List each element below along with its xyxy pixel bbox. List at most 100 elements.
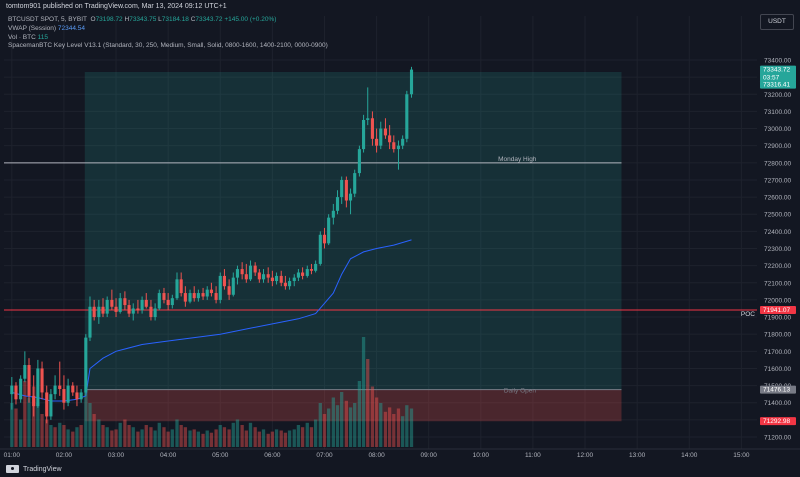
volume-bar (105, 427, 109, 447)
candle-body (40, 368, 44, 393)
volume-bar (101, 425, 105, 447)
candle-body (205, 289, 209, 297)
volume-bar (274, 429, 279, 447)
volume-bar (253, 427, 257, 447)
candle-body (235, 269, 240, 278)
candle-body (248, 265, 253, 280)
candle-body (188, 293, 192, 302)
time-tick-label: 05:00 (212, 452, 229, 459)
last-price-label-bg (760, 65, 796, 82)
candle-body (58, 385, 62, 390)
candle-body (127, 305, 131, 314)
candle-body (118, 298, 122, 312)
candle-body (123, 298, 127, 306)
candle-body (92, 306, 96, 318)
symbol-name: BTCUSDT SPOT, 5, BYBIT (8, 16, 87, 23)
volume-bar (227, 429, 231, 447)
candle-body (149, 306, 153, 318)
candle-body (396, 145, 401, 150)
candle-body (296, 272, 300, 278)
candle-body (314, 263, 318, 271)
candle-body (292, 277, 296, 282)
volume-legend[interactable]: Vol · BTC 115 (8, 34, 48, 41)
volume-bar (231, 422, 235, 447)
high-value: 73343.75 (129, 16, 157, 23)
price-tick-label: 72600.00 (764, 195, 791, 202)
candle-body (305, 269, 309, 276)
vwap-path (11, 239, 412, 402)
volume-bar (58, 422, 62, 447)
volume-bar (71, 431, 75, 447)
volume-bar (118, 422, 122, 447)
volume-bar (331, 397, 335, 447)
volume-bar (248, 422, 253, 447)
currency-button[interactable]: USDT (760, 14, 794, 30)
volume-bar (318, 403, 322, 447)
volume-bar (261, 429, 266, 447)
volume-bar (192, 429, 196, 447)
candle-body (157, 293, 161, 309)
candle-body (257, 272, 261, 280)
price-tick-label: 73100.00 (764, 109, 791, 116)
chart-grid (4, 16, 757, 449)
candle-body (222, 275, 226, 287)
candle-body (153, 308, 157, 318)
candle-body (327, 217, 331, 244)
volume-bar (392, 414, 396, 447)
volume-bar (327, 408, 331, 447)
session-high-label-text: 73316.41 (763, 82, 790, 89)
candle-body (405, 94, 409, 139)
vwap-legend[interactable]: VWAP (Session) 72344.54 (8, 25, 85, 32)
volume-bar (92, 414, 96, 447)
price-tick-label: 73000.00 (764, 126, 791, 133)
volume-bar (240, 425, 244, 447)
volume-bar (257, 431, 261, 447)
change-value: +145.00 (+0.20%) (224, 16, 277, 23)
volume-bar (266, 433, 270, 447)
open-value: 73198.72 (95, 16, 123, 23)
candle-body (301, 272, 305, 276)
candle-body (36, 368, 40, 407)
time-tick-label: 07:00 (316, 452, 333, 459)
volume-bar (396, 408, 401, 447)
volume-value: 115 (37, 34, 48, 41)
volume-bar (287, 430, 292, 447)
indicator-legend[interactable]: SpacemanBTC Key Level V13.1 (Standard, 3… (8, 42, 328, 49)
candle-body (105, 299, 109, 314)
candle-body (218, 275, 222, 300)
low-price-label-bg (760, 417, 796, 426)
daily-open-price-label-bg (760, 385, 796, 394)
price-axis: 73400.0073300.0073200.0073100.0073000.00… (764, 57, 791, 441)
volume-bar (62, 425, 66, 447)
candle-body (279, 275, 283, 283)
volume-bar (296, 425, 301, 447)
volume-bar (196, 431, 201, 447)
candles (10, 66, 414, 424)
volume-bar (179, 425, 183, 447)
candle-body (383, 128, 388, 136)
price-tick-label: 72200.00 (764, 263, 791, 270)
time-tick-label: 13:00 (629, 452, 646, 459)
volume-bar (244, 430, 248, 447)
time-tick-label: 06:00 (264, 452, 281, 459)
volume-bars (10, 337, 414, 447)
time-tick-label: 09:00 (421, 452, 438, 459)
volume-bar (131, 427, 135, 447)
candle-body (179, 279, 183, 294)
volume-bar (383, 411, 388, 447)
tradingview-logo[interactable]: TradingView (6, 465, 62, 473)
volume-bar (84, 392, 88, 447)
vwap-line (11, 239, 412, 402)
volume-bar (23, 381, 27, 447)
candle-body (23, 365, 27, 379)
candle-body (19, 378, 23, 400)
candle-body (53, 385, 57, 395)
session-box (84, 71, 622, 390)
volume-bar (357, 381, 362, 447)
vwap-label: VWAP (Session) (8, 25, 57, 32)
volume-bar (36, 403, 40, 447)
daily-open-price-label-text: 71476.13 (763, 387, 790, 394)
price-tick-label: 72300.00 (764, 246, 791, 253)
candle-body (66, 385, 70, 403)
